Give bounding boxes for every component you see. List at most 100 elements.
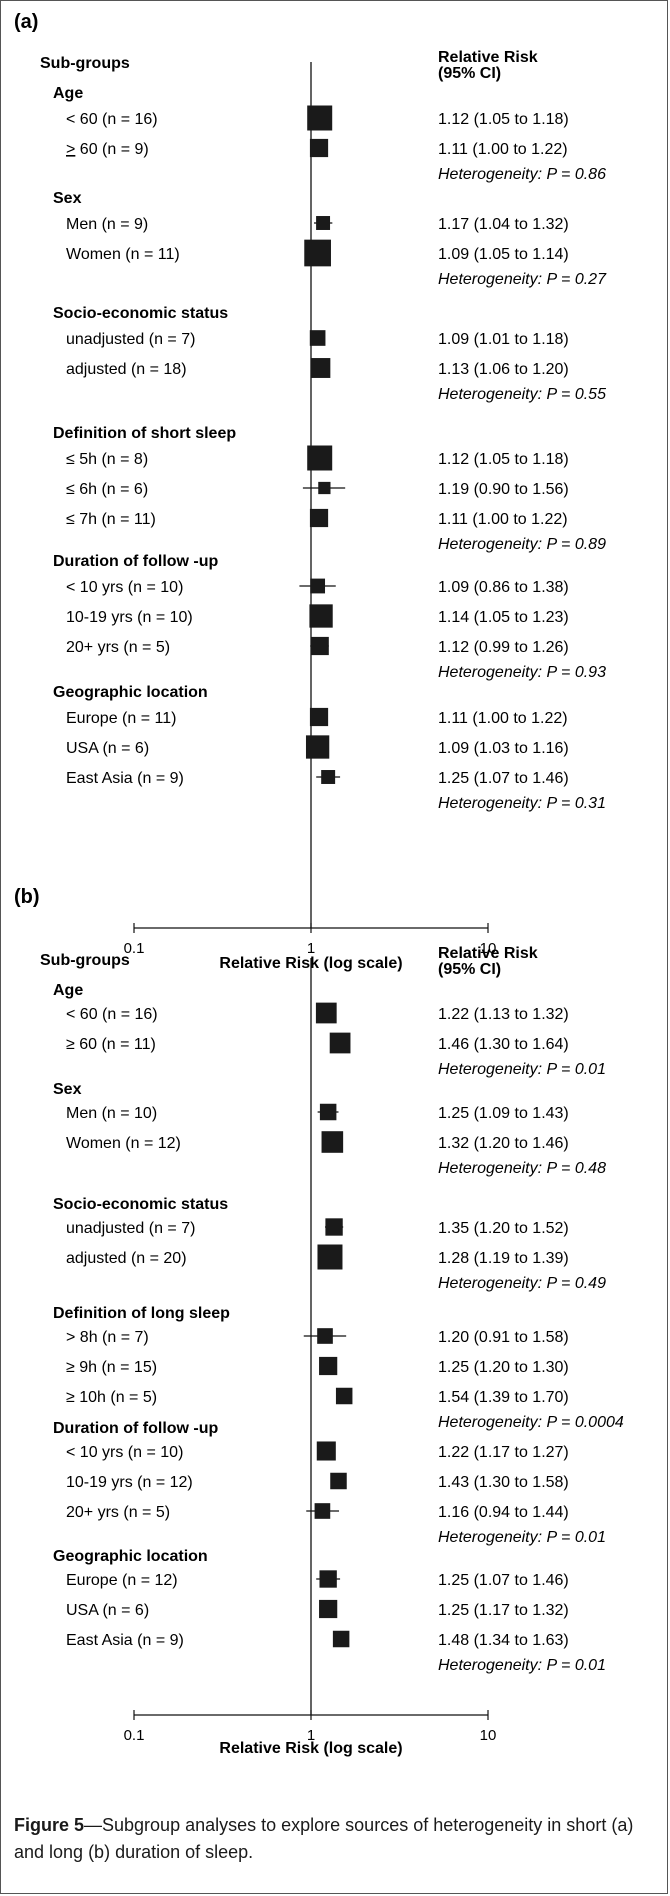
row-label: ≤ 7h (n = 11) xyxy=(66,511,156,528)
heterogeneity-p-value: Heterogeneity: P = 0.89 xyxy=(438,536,606,553)
rr-ci-value: 1.11 (1.00 to 1.22) xyxy=(438,141,568,158)
row-label: > 60 (n = 9) xyxy=(66,141,149,158)
row-label: unadjusted (n = 7) xyxy=(66,1220,195,1237)
panel-b: (b) Sub-groups Relative Risk(95% CI) Age < 6… xyxy=(14,886,624,1757)
point-estimate-box xyxy=(318,481,331,495)
x-tick-label: 1 xyxy=(307,940,315,957)
forest-plot-figure: (a)Sub-groups Relative Risk(95% CI)Age< 6… xyxy=(14,11,624,1757)
point-estimate-box xyxy=(330,1472,347,1490)
point-estimate-box xyxy=(309,604,333,628)
rr-ci-value: 1.12 (1.05 to 1.18) xyxy=(438,451,569,468)
subgroup-title: Duration of follow -up xyxy=(53,1420,219,1437)
point-estimate-box xyxy=(310,636,329,656)
panel-label: (a) xyxy=(14,11,38,33)
subgroup-title: Sex xyxy=(53,190,82,207)
subgroup-title: Socio-economic status xyxy=(53,305,228,322)
subgroup-title: Geographic location xyxy=(53,1548,208,1565)
rr-ci-value: 1.25 (1.09 to 1.43) xyxy=(438,1105,569,1122)
point-estimate-box xyxy=(315,1002,337,1024)
subgroup-title: Sex xyxy=(53,1081,82,1098)
heterogeneity-p-value: Heterogeneity: P = 0.27 xyxy=(438,271,607,288)
rr-ci-value: 1.48 (1.34 to 1.63) xyxy=(438,1632,569,1649)
point-estimate-box xyxy=(309,330,326,346)
rr-ci-value: 1.25 (1.17 to 1.32) xyxy=(438,1602,569,1619)
rr-ci-value: 1.09 (0.86 to 1.38) xyxy=(438,579,569,596)
row-label: adjusted (n = 18) xyxy=(66,361,187,378)
rr-ci-value: 1.25 (1.07 to 1.46) xyxy=(438,770,569,787)
subgroup-title: Geographic location xyxy=(53,684,208,701)
subgroup-title: Age xyxy=(53,982,83,999)
rr-ci-value: 1.43 (1.30 to 1.58) xyxy=(438,1474,569,1491)
subgroups-header: Sub-groups xyxy=(40,952,130,969)
rr-ci-value: 1.25 (1.20 to 1.30) xyxy=(438,1359,569,1376)
point-estimate-box xyxy=(307,445,333,471)
rr-ci-value: 1.09 (1.05 to 1.14) xyxy=(438,246,569,263)
point-estimate-box xyxy=(319,1103,337,1121)
heterogeneity-p-value: Heterogeneity: P = 0.01 xyxy=(438,1061,606,1078)
subgroup-title: Definition of long sleep xyxy=(53,1305,230,1322)
panel-a: (a)Sub-groups Relative Risk(95% CI)Age< 6… xyxy=(14,11,607,972)
row-label: ≥ 9h (n = 15) xyxy=(66,1359,157,1376)
x-axis-label: Relative Risk (log scale) xyxy=(219,1740,402,1757)
rr-ci-value: 1.11 (1.00 to 1.22) xyxy=(438,511,568,528)
x-tick-label: 1 xyxy=(307,1727,315,1744)
point-estimate-box xyxy=(321,1131,344,1153)
row-label: adjusted (n = 20) xyxy=(66,1250,187,1267)
heterogeneity-p-value: Heterogeneity: P = 0.55 xyxy=(438,386,606,403)
rr-ci-value: 1.28 (1.19 to 1.39) xyxy=(438,1250,569,1267)
subgroups-header: Sub-groups xyxy=(40,55,130,72)
rr-ci-value: 1.22 (1.17 to 1.27) xyxy=(438,1444,569,1461)
rr-ci-value: 1.12 (0.99 to 1.26) xyxy=(438,639,569,656)
rr-ci-value: 1.17 (1.04 to 1.32) xyxy=(438,216,569,233)
heterogeneity-p-value: Heterogeneity: P = 0.48 xyxy=(438,1160,606,1177)
heterogeneity-p-value: Heterogeneity: P = 0.0004 xyxy=(438,1414,624,1431)
x-tick-label: 10 xyxy=(480,1727,497,1744)
point-estimate-box xyxy=(319,1599,338,1619)
row-label: Europe (n = 11) xyxy=(66,710,176,727)
row-label: USA (n = 6) xyxy=(66,740,149,757)
point-estimate-box xyxy=(335,1387,353,1405)
caption-figure-number: Figure 5 xyxy=(14,1815,85,1835)
figure-caption: Figure 5—Subgroup analyses to explore so… xyxy=(14,1812,654,1866)
rr-header-line: Relative Risk xyxy=(438,945,538,962)
row-label: Women (n = 12) xyxy=(66,1135,181,1152)
rr-ci-value: 1.46 (1.30 to 1.64) xyxy=(438,1036,569,1053)
subgroup-title: Duration of follow -up xyxy=(53,553,219,570)
rr-ci-value: 1.35 (1.20 to 1.52) xyxy=(438,1220,569,1237)
row-label: Men (n = 10) xyxy=(66,1105,157,1122)
row-label: 20+ yrs (n = 5) xyxy=(66,1504,170,1521)
row-label: Women (n = 11) xyxy=(66,246,180,263)
row-label: East Asia (n = 9) xyxy=(66,1632,184,1649)
point-estimate-box xyxy=(316,216,331,230)
point-estimate-box xyxy=(309,508,329,528)
row-label: ≥ 10h (n = 5) xyxy=(66,1389,157,1406)
x-tick-label: 0.1 xyxy=(124,1727,145,1744)
row-label: < 10 yrs (n = 10) xyxy=(66,579,183,596)
point-estimate-box xyxy=(305,735,330,759)
x-tick-label: 0.1 xyxy=(124,940,145,957)
point-estimate-box xyxy=(309,707,329,727)
point-estimate-box xyxy=(332,1630,350,1648)
heterogeneity-p-value: Heterogeneity: P = 0.86 xyxy=(438,166,606,183)
rr-ci-value: 1.11 (1.00 to 1.22) xyxy=(438,710,568,727)
subgroup-title: Definition of short sleep xyxy=(53,425,236,442)
caption-text: —Subgroup analyses to explore sources of… xyxy=(14,1815,634,1862)
row-label: East Asia (n = 9) xyxy=(66,770,184,787)
x-tick-label: 10 xyxy=(480,940,497,957)
rr-ci-value: 1.54 (1.39 to 1.70) xyxy=(438,1389,569,1406)
rr-ci-value: 1.13 (1.06 to 1.20) xyxy=(438,361,569,378)
heterogeneity-p-value: Heterogeneity: P = 0.93 xyxy=(438,664,606,681)
rr-ci-value: 1.32 (1.20 to 1.46) xyxy=(438,1135,569,1152)
rr-ci-value: 1.16 (0.94 to 1.44) xyxy=(438,1504,569,1521)
point-estimate-box xyxy=(317,1244,343,1270)
subgroup-title: Socio-economic status xyxy=(53,1196,228,1213)
row-label: Men (n = 9) xyxy=(66,216,148,233)
point-estimate-box xyxy=(317,1328,333,1344)
row-label: USA (n = 6) xyxy=(66,1602,149,1619)
row-label: 20+ yrs (n = 5) xyxy=(66,639,170,656)
heterogeneity-p-value: Heterogeneity: P = 0.01 xyxy=(438,1657,606,1674)
point-estimate-box xyxy=(310,358,331,378)
heterogeneity-p-value: Heterogeneity: P = 0.31 xyxy=(438,795,606,812)
rr-header-line: (95% CI) xyxy=(438,961,501,978)
